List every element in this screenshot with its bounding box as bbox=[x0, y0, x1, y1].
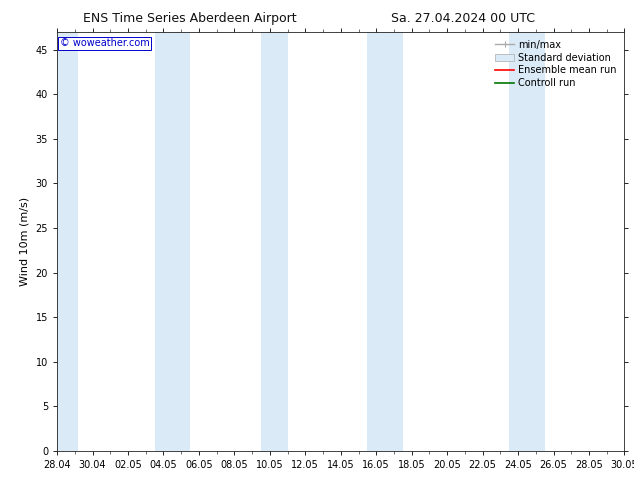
Y-axis label: Wind 10m (m/s): Wind 10m (m/s) bbox=[20, 197, 30, 286]
Bar bbox=[155, 32, 190, 451]
Text: © woweather.com: © woweather.com bbox=[60, 38, 150, 48]
Bar bbox=[509, 32, 545, 451]
Bar bbox=[261, 32, 288, 451]
Legend: min/max, Standard deviation, Ensemble mean run, Controll run: min/max, Standard deviation, Ensemble me… bbox=[492, 37, 619, 91]
Bar bbox=[48, 32, 79, 451]
Bar bbox=[367, 32, 403, 451]
Text: ENS Time Series Aberdeen Airport: ENS Time Series Aberdeen Airport bbox=[84, 12, 297, 25]
Text: Sa. 27.04.2024 00 UTC: Sa. 27.04.2024 00 UTC bbox=[391, 12, 535, 25]
